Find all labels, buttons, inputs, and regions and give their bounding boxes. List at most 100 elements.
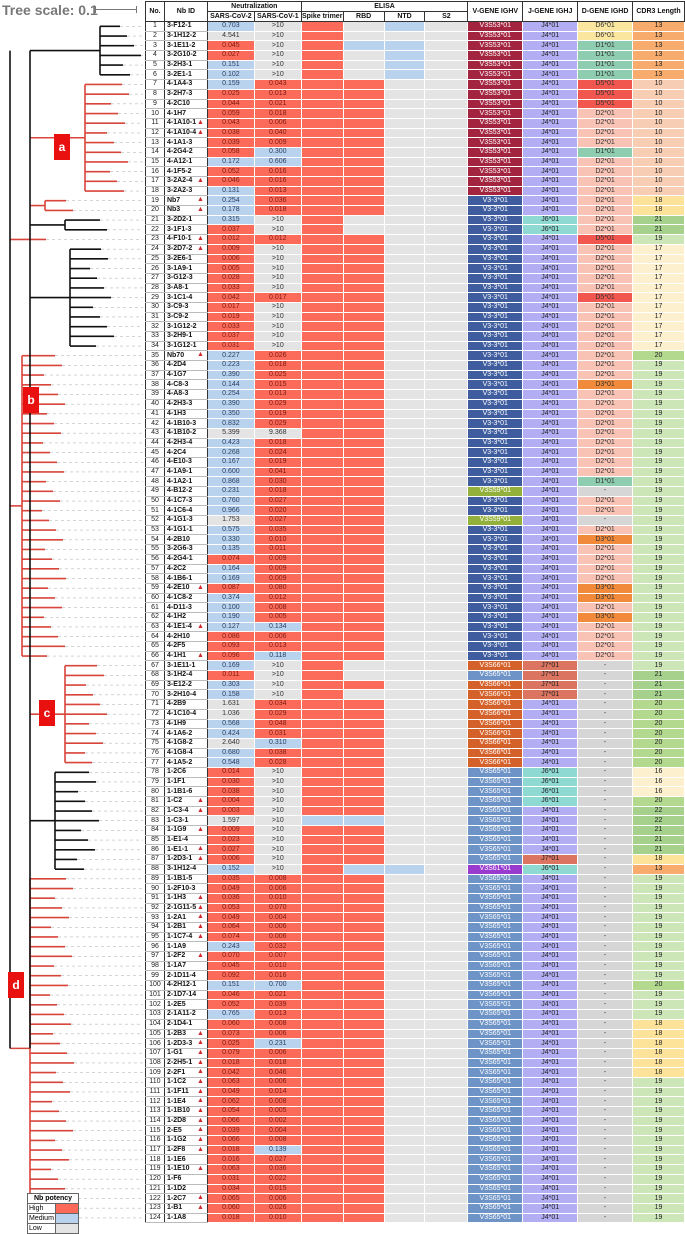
v-gene: V3-3*01 xyxy=(467,438,524,449)
cdr3-length: 20 xyxy=(632,757,685,768)
v-gene: V3-3*01 xyxy=(467,602,524,613)
nb-id: 4-2H10 xyxy=(163,631,208,642)
sars-cov-1-ic50: 0.008 xyxy=(254,602,302,613)
elisa-s2-cell xyxy=(424,69,469,81)
d-gene: D2*01 xyxy=(577,399,633,410)
cdr3-length: 19 xyxy=(632,438,685,449)
j-gene: J4*01 xyxy=(522,40,579,52)
elisa-ntd-cell xyxy=(384,447,426,458)
nb-id: 3-2H7-3 xyxy=(163,89,208,100)
nb-id: 3-2G6-3 xyxy=(163,544,208,555)
elisa-ntd-cell xyxy=(384,428,426,439)
table-row: 40 4-2H3-3 0.390 0.029 V3-3*01 J4*01 D2*01 19 xyxy=(145,399,685,410)
triangle-marker-icon: ▲ xyxy=(196,913,204,921)
cdr3-length: 18 xyxy=(632,1058,685,1069)
j-gene: J4*01 xyxy=(522,447,579,458)
elisa-s2-cell xyxy=(424,350,469,362)
sars-cov-2-ic50: 0.038 xyxy=(207,786,255,797)
v-gene: V3-3*01 xyxy=(467,370,524,381)
cdr3-length: 19 xyxy=(632,1087,685,1098)
elisa-rbd-cell xyxy=(343,1174,385,1185)
elisa-spike-trimer-cell xyxy=(301,883,344,894)
sars-cov-1-ic50: 0.016 xyxy=(254,176,302,187)
d-gene: - xyxy=(577,854,633,865)
nb-id-text: 1-1H3 xyxy=(166,894,187,902)
header-spike-trimer: Spike trimer xyxy=(300,11,344,22)
j-gene: J4*01 xyxy=(522,534,579,546)
nb-id: 4-2B9 xyxy=(163,699,208,710)
sars-cov-1-ic50: 0.021 xyxy=(254,990,302,1001)
elisa-s2-cell xyxy=(424,157,469,168)
v-gene: V3-3*01 xyxy=(467,360,524,371)
elisa-spike-trimer-cell xyxy=(301,312,344,323)
table-row: 28 3-A8-1 0.033 >10 V3-3*01 J4*01 D2*01 17 xyxy=(145,283,685,294)
triangle-marker-icon: ▲ xyxy=(196,1107,204,1114)
row-number: 83 xyxy=(145,815,165,827)
elisa-rbd-cell xyxy=(343,1145,385,1156)
sars-cov-2-ic50: 0.030 xyxy=(207,777,255,788)
nb-id-text: 4-C8-3 xyxy=(166,380,189,388)
sars-cov-1-ic50: 0.041 xyxy=(254,467,302,478)
d-gene: D2*01 xyxy=(577,564,633,575)
elisa-ntd-cell xyxy=(384,554,426,565)
sars-cov-2-ic50: 0.063 xyxy=(207,1077,255,1088)
d-gene: - xyxy=(577,1116,633,1127)
elisa-s2-cell xyxy=(424,641,469,652)
elisa-ntd-cell xyxy=(384,40,426,52)
cdr3-length: 19 xyxy=(632,912,685,923)
cdr3-length: 19 xyxy=(632,1145,685,1156)
nb-id: 4-1H2 xyxy=(163,612,208,623)
j-gene: J4*01 xyxy=(522,815,579,827)
sars-cov-1-ic50: >10 xyxy=(254,786,302,797)
nb-id-text: 3-2D2-1 xyxy=(166,216,193,224)
elisa-ntd-cell xyxy=(384,951,426,962)
table-row: 63 4-1E1-4 ▲ 0.127 0.134 V3-3*01 J4*01 D2*01 19 xyxy=(145,622,685,633)
elisa-rbd-cell xyxy=(343,379,385,391)
elisa-spike-trimer-cell xyxy=(301,1038,344,1049)
row-number: 43 xyxy=(145,428,165,439)
nb-id: 1-2D3-1 ▲ xyxy=(163,854,208,865)
cdr3-length: 16 xyxy=(632,777,685,788)
nb-id: 3-1E11-1 xyxy=(163,660,208,672)
cdr3-length: 21 xyxy=(632,215,685,226)
elisa-rbd-cell xyxy=(343,399,385,410)
elisa-spike-trimer-cell xyxy=(301,128,344,139)
elisa-spike-trimer-cell xyxy=(301,505,344,517)
sars-cov-2-ic50: 0.036 xyxy=(207,893,255,904)
nb-id-text: 3-2G6-3 xyxy=(166,545,193,553)
sars-cov-2-ic50: 0.044 xyxy=(207,99,255,110)
cdr3-length: 19 xyxy=(632,1135,685,1146)
elisa-spike-trimer-cell xyxy=(301,903,344,914)
table-row: 21 3-2D2-1 0.315 >10 V3-3*01 J6*01 D2*01 21 xyxy=(145,215,685,226)
sars-cov-1-ic50: 0.013 xyxy=(254,641,302,652)
table-row: 121 1-1D2 0.034 0.015 V3S65*01 J4*01-19 xyxy=(145,1184,685,1195)
cdr3-length: 18 xyxy=(632,854,685,865)
v-gene: V3-3*01 xyxy=(467,612,524,623)
v-gene: V3-3*01 xyxy=(467,496,524,507)
clade-label-a: a xyxy=(54,134,70,160)
table-row: 25 3-2E6-1 0.006 >10 V3-3*01 J4*01 D2*01 17 xyxy=(145,254,685,265)
elisa-ntd-cell xyxy=(384,651,426,662)
sars-cov-1-ic50: 0.006 xyxy=(254,1048,302,1059)
nb-id: 4-A8-3 xyxy=(163,389,208,400)
elisa-ntd-cell xyxy=(384,1184,426,1195)
nb-id: 2-1A11-2 xyxy=(163,1009,208,1020)
elisa-rbd-cell xyxy=(343,999,385,1011)
sars-cov-1-ic50: 0.007 xyxy=(254,951,302,962)
j-gene: J4*01 xyxy=(522,806,579,817)
cdr3-length: 20 xyxy=(632,980,685,991)
elisa-ntd-cell xyxy=(384,825,426,836)
nb-id: 3-E12-2 xyxy=(163,680,208,691)
sars-cov-1-ic50: 0.019 xyxy=(254,457,302,468)
table-row: 15 4-A12-1 0.172 0.606 V3S53*01 J4*01 D2*01 10 xyxy=(145,157,685,168)
v-gene: V3S65*01 xyxy=(467,1067,524,1078)
v-gene: V3S65*01 xyxy=(467,786,524,797)
elisa-rbd-cell xyxy=(343,1184,385,1195)
elisa-spike-trimer-cell xyxy=(301,748,344,759)
sars-cov-2-ic50: 0.027 xyxy=(207,50,255,61)
nb-id-text: 4-2C10 xyxy=(166,99,190,107)
nb-id-text: 2-E5 xyxy=(166,1126,182,1134)
row-number: 8 xyxy=(145,89,165,100)
row-number: 113 xyxy=(145,1106,165,1117)
v-gene: V3-3*01 xyxy=(467,447,524,458)
